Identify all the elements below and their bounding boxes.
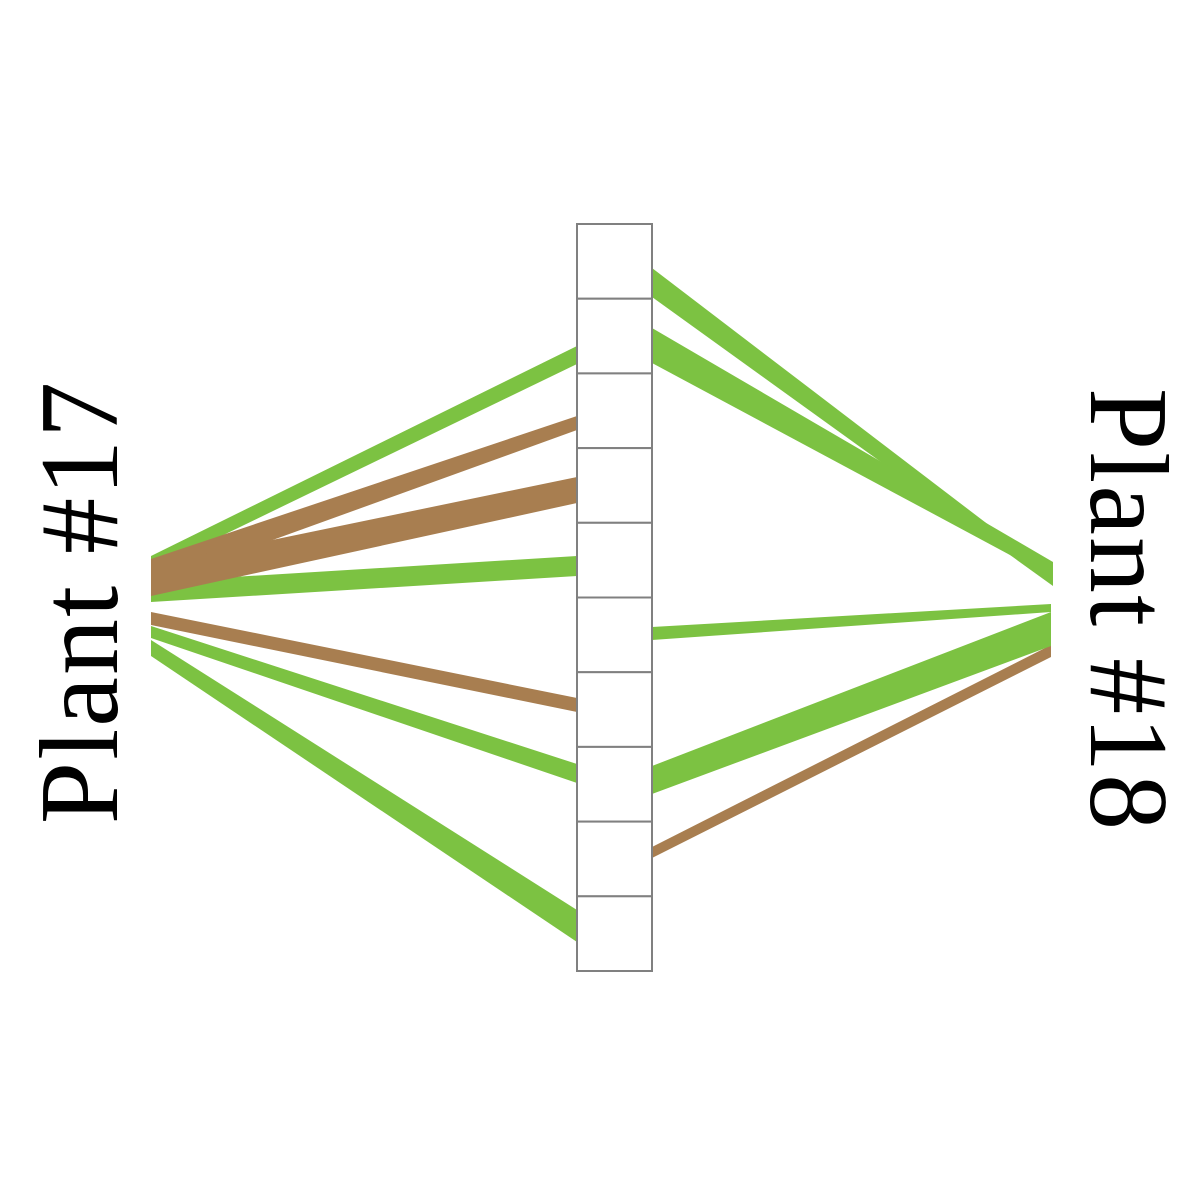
grid-cell-4 — [576, 447, 653, 524]
grid-cell-10 — [576, 895, 653, 972]
grid-cell-8 — [576, 745, 653, 823]
flow-ribbon-left-square-2 — [151, 346, 577, 570]
flow-ribbon-right-square-9 — [652, 645, 1051, 858]
grid-cell-9 — [576, 820, 653, 898]
grid-cell-5 — [576, 521, 653, 599]
grid-cell-1 — [576, 223, 653, 300]
right-plant-label: Plant #18 — [1066, 387, 1190, 833]
flow-ribbon-right-square-2 — [652, 328, 1053, 578]
flow-ribbon-left-square-4 — [151, 477, 577, 596]
flow-ribbon-left-square-10 — [151, 640, 577, 942]
flow-ribbon-left-square-5 — [151, 556, 577, 602]
grid-cell-6 — [576, 596, 653, 674]
flow-ribbon-right-square-8 — [652, 612, 1051, 794]
grid-cell-3 — [576, 372, 653, 450]
flow-ribbon-left-square-3 — [151, 416, 577, 584]
flow-ribbon-left-square-7 — [151, 612, 577, 712]
flow-ribbon-left-square-8 — [151, 626, 577, 783]
grid-cell-2 — [576, 297, 653, 375]
flow-ribbon-right-square-6 — [652, 604, 1051, 640]
grid-cell-7 — [576, 671, 653, 748]
left-plant-label: Plant #17 — [18, 379, 142, 825]
